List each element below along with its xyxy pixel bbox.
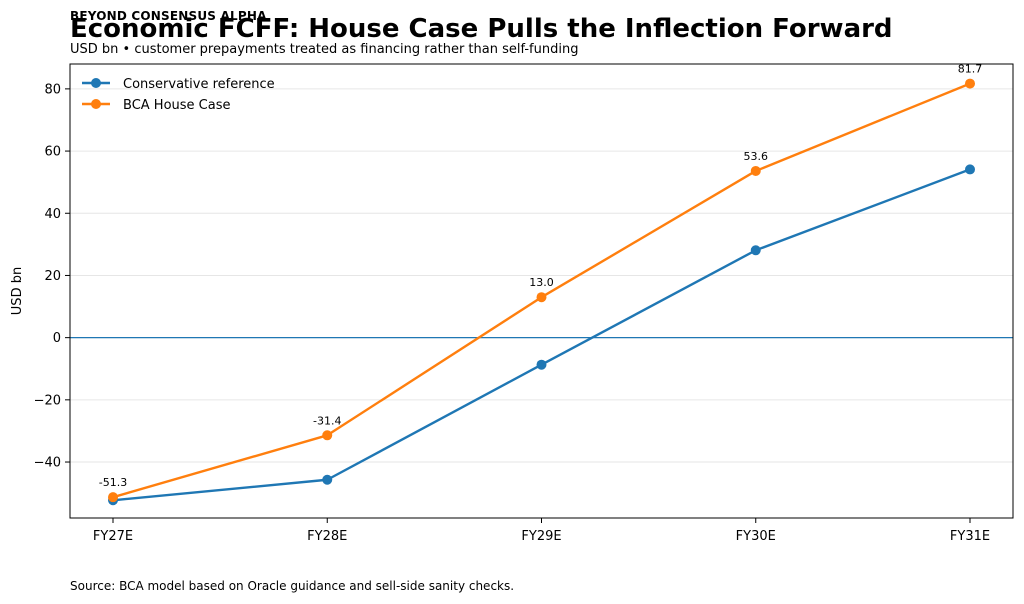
y-tick-label: 80: [44, 82, 61, 97]
x-tick-label: FY27E: [93, 529, 133, 544]
series-point-1: [322, 430, 333, 441]
data-label: 53.6: [744, 150, 769, 163]
axes-group: −40 −20 0 20 40 60 80 FY27E FY28E FY29E FY30E FY31E: [34, 82, 991, 544]
y-axis-label: USD bn: [10, 267, 25, 315]
y-tick-label: −20: [34, 393, 61, 408]
series-point-0: [750, 245, 761, 256]
x-tick-label: FY29E: [521, 529, 561, 544]
x-tick-label: FY31E: [950, 529, 990, 544]
series-point-0: [965, 164, 975, 175]
legend: Conservative reference BCA House Case: [82, 77, 275, 113]
legend-marker-1: [91, 99, 101, 109]
data-labels-group: -51.3 -31.4 13.0 53.6 81.7: [99, 63, 982, 490]
series-point-1: [536, 292, 547, 303]
source-note: Source: BCA model based on Oracle guidan…: [70, 579, 515, 593]
chart-title: Economic FCFF: House Case Pulls the Infl…: [70, 14, 893, 44]
series-line-1: [112, 82, 971, 499]
y-tick-label: 20: [44, 269, 61, 284]
y-tick-label: 0: [53, 331, 61, 346]
x-tick-label: FY30E: [736, 529, 776, 544]
series-line-0: [112, 168, 971, 502]
data-label: -51.3: [99, 476, 127, 489]
data-label: -31.4: [313, 414, 341, 427]
y-tick-label: 60: [44, 145, 61, 160]
series-point-1: [750, 165, 761, 176]
plot-frame: [69, 63, 1014, 519]
chart-subtitle: USD bn • customer prepayments treated as…: [70, 42, 579, 57]
legend-marker-0: [91, 78, 101, 88]
x-tick-label: FY28E: [307, 529, 347, 544]
legend-label-1: BCA House Case: [123, 98, 230, 113]
series-group: [108, 78, 975, 506]
series-point-1: [965, 78, 975, 89]
legend-label-0: Conservative reference: [123, 77, 275, 92]
series-point-0: [536, 359, 547, 370]
brand-label: BEYOND CONSENSUS ALPHA: [70, 9, 267, 23]
y-tick-label: −40: [34, 456, 61, 471]
y-tick-label: 40: [44, 207, 61, 222]
series-point-0: [322, 474, 333, 485]
data-label: 13.0: [529, 276, 554, 289]
data-label: 81.7: [958, 63, 983, 76]
series-point-1: [108, 492, 118, 503]
